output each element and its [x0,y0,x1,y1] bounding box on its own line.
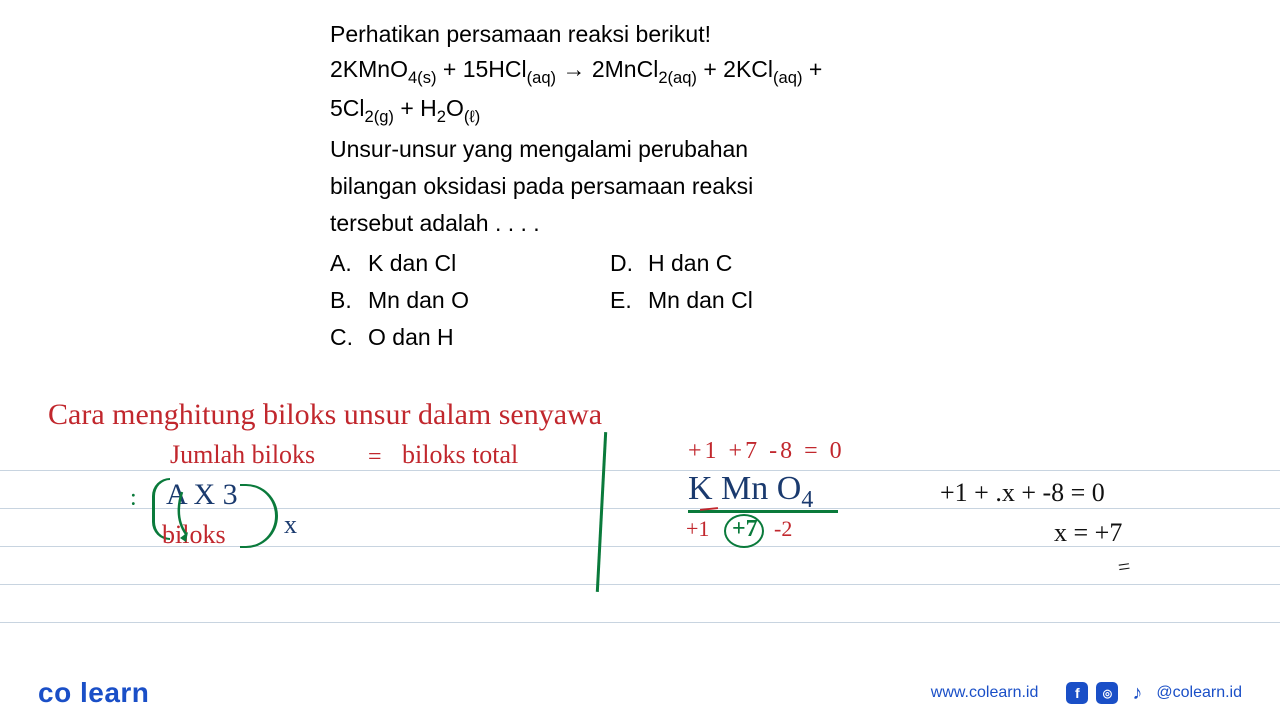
option-a: A.K dan Cl [330,247,610,280]
hw-b-minus2: -2 [774,516,792,542]
logo-co: co [38,677,80,708]
hw-title: Cara menghitung biloks unsur dalam senya… [48,398,602,432]
eq-p3-sub: 2(aq) [658,68,697,87]
footer-url[interactable]: www.colearn.id [931,684,1039,702]
eq-p5-sub: 2(g) [365,107,394,126]
hw-kmno4-sub: 4 [801,487,813,513]
equation-line-1: 2KMnO4(s) + 15HCl(aq) → 2MnCl2(aq) + 2KC… [330,53,970,90]
opt-c-letter: C. [330,321,368,354]
logo-learn: learn [80,677,149,708]
equation-line-2: 5Cl2(g) + H2O(ℓ) [330,92,970,129]
question-block: Perhatikan persamaan reaksi berikut! 2KM… [330,18,970,355]
hw-b-plus1: +1 [686,516,709,542]
opt-c-text: O dan H [368,321,454,354]
eq-plus3: + [802,56,822,82]
question-body-3: tersebut adalah . . . . [330,207,970,240]
option-e: E.Mn dan Cl [610,284,890,317]
eq-p1-sub: 4(s) [408,68,437,87]
instagram-icon[interactable]: ◎ [1096,682,1118,704]
option-c: C.O dan H [330,321,610,354]
question-body-2: bilangan oksidasi pada persamaan reaksi [330,170,970,203]
ruled-line [0,622,1280,623]
hw-circle-plus7 [724,514,764,548]
footer-right: www.colearn.id f ◎ ♪ @colearn.id [931,682,1242,704]
eq-arrow: → [556,56,592,82]
hw-equals: = [368,444,382,471]
opt-a-letter: A. [330,247,368,280]
eq-p6-sub1: 2 [437,107,446,126]
opt-d-text: H dan C [648,247,732,280]
eq-p2: 15HCl [463,56,527,82]
eq-plus1: + [436,56,462,82]
hw-x: x [284,510,297,540]
opt-d-letter: D. [610,247,648,280]
eq-p4-sub: (aq) [773,68,802,87]
eq-p2-sub: (aq) [527,68,556,87]
eq-plus2: + [697,56,723,82]
ruled-line [0,470,1280,471]
eq-p6-o: O [446,95,464,121]
question-title: Perhatikan persamaan reaksi berikut! [330,18,970,51]
eq-plus4: + [394,95,420,121]
ruled-line [0,584,1280,585]
social-handle[interactable]: @colearn.id [1156,684,1242,702]
opt-e-letter: E. [610,284,648,317]
hw-arrow-a [176,482,216,542]
option-d: D.H dan C [610,247,890,280]
facebook-icon[interactable]: f [1066,682,1088,704]
opt-e-text: Mn dan Cl [648,284,753,317]
hw-jumlah: Jumlah biloks [170,440,315,470]
eq-p1: 2KMnO [330,56,408,82]
eq-p6: H [420,95,437,121]
question-body-1: Unsur-unsur yang mengalami perubahan [330,133,970,166]
opt-b-text: Mn dan O [368,284,469,317]
eq-p3: 2MnCl [592,56,658,82]
options-grid: A.K dan Cl D.H dan C B.Mn dan O E.Mn dan… [330,247,970,355]
hw-right-eq: +1 + .x + -8 = 0 [940,478,1105,508]
tiktok-icon[interactable]: ♪ [1126,682,1148,704]
hw-colon: : [130,485,137,512]
hw-right-ans: x = +7 [1054,518,1122,548]
social-icons: f ◎ ♪ @colearn.id [1066,682,1242,704]
hw-kmno-underline [688,510,838,513]
opt-a-text: K dan Cl [368,247,456,280]
eq-p6-sub2: (ℓ) [464,107,480,126]
hw-top-calc: +1 +7 -8 = 0 [688,438,845,465]
opt-b-letter: B. [330,284,368,317]
footer: co learn www.colearn.id f ◎ ♪ @colearn.i… [0,666,1280,720]
brand-logo: co learn [38,677,149,709]
eq-p4: 2KCl [723,56,773,82]
hw-kmno4-text: K Mn O [688,470,801,507]
hw-total: biloks total [402,440,518,470]
option-b: B.Mn dan O [330,284,610,317]
eq-p5: 5Cl [330,95,365,121]
